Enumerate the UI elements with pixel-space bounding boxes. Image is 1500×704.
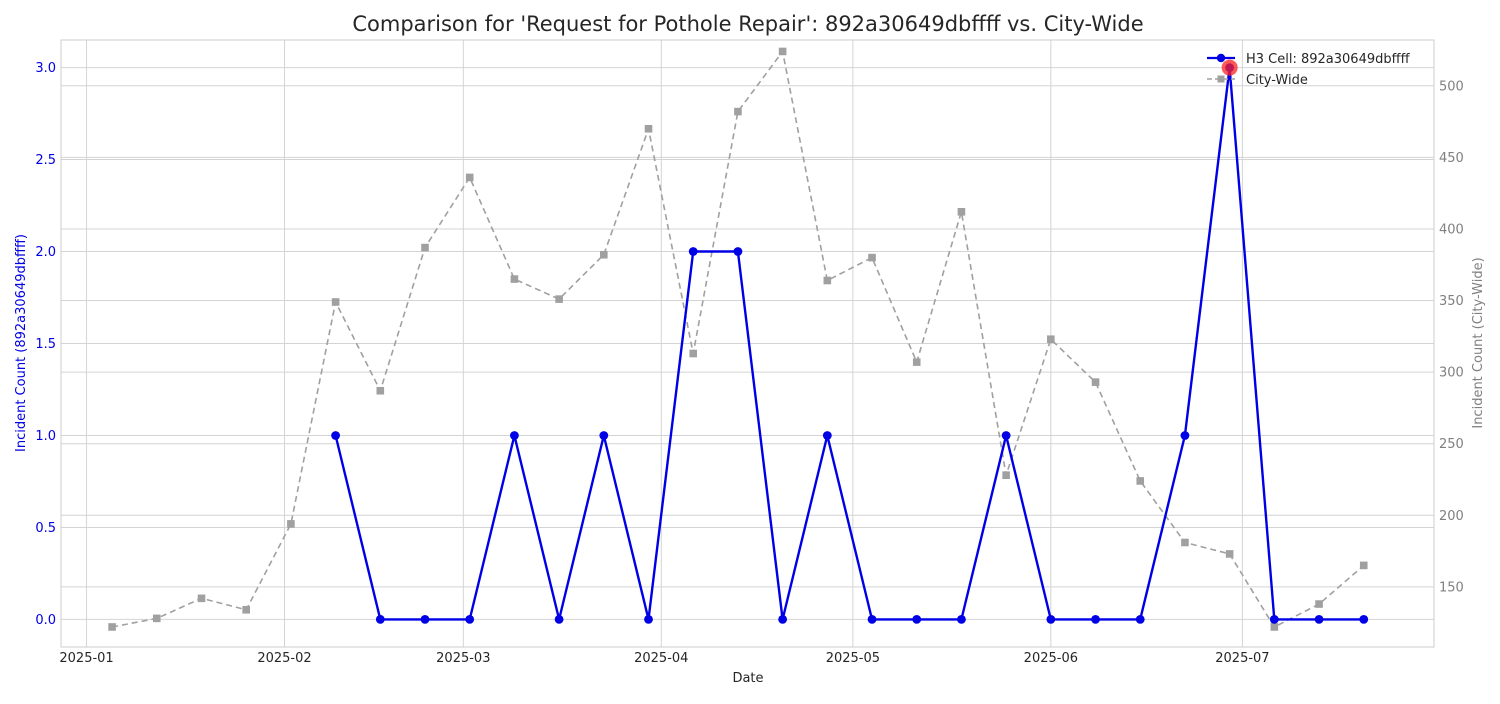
point-city-wide (1270, 623, 1279, 631)
point-city-wide (242, 605, 250, 614)
point-h3-cell (510, 431, 519, 440)
point-h3-cell (822, 431, 832, 440)
peak-highlight (1221, 59, 1238, 76)
x-tick-label: 2025-06 (1024, 651, 1078, 666)
line-h3-cell (334, 66, 1364, 621)
point-city-wide (1091, 378, 1100, 386)
left-tick-label: 2.0 (35, 245, 56, 260)
point-h3-cell (733, 247, 743, 256)
highlight-layer (1221, 59, 1238, 76)
point-h3-cell (912, 615, 922, 624)
left-tick-label: 0.5 (35, 521, 56, 536)
point-h3-cell (599, 431, 609, 440)
point-city-wide (1002, 471, 1010, 480)
right-axis-label: Incident Count (City-Wide) (1471, 257, 1486, 428)
right-tick-label: 150 (1439, 580, 1464, 595)
point-city-wide (465, 173, 474, 182)
x-tick-label: 2025-04 (634, 651, 688, 666)
point-h3-cell (644, 615, 653, 624)
x-tick-label: 2025-05 (826, 651, 880, 666)
point-h3-cell (1091, 615, 1100, 624)
line-city-wide (111, 49, 1365, 629)
legend: H3 Cell: 892a30649dbffff City-Wide (1207, 52, 1411, 88)
left-tick-label: 2.5 (35, 153, 56, 168)
point-city-wide (555, 295, 563, 303)
point-h3-cell (1314, 615, 1324, 624)
point-h3-cell (1180, 431, 1190, 440)
point-city-wide (957, 207, 966, 216)
point-city-wide (1047, 335, 1055, 344)
left-tick-label: 1.5 (35, 337, 56, 352)
point-h3-cell (688, 247, 698, 256)
point-city-wide (287, 520, 295, 528)
point-city-wide (1225, 550, 1234, 558)
x-axis-label: Date (732, 671, 763, 686)
point-city-wide (689, 349, 698, 358)
legend-label-h3-cell: H3 Cell: 892a30649dbffff (1246, 52, 1411, 67)
point-city-wide (1359, 561, 1368, 570)
left-tick-label: 3.0 (35, 61, 56, 76)
right-tick-label: 500 (1439, 79, 1464, 94)
left-tick-label: 0.0 (35, 613, 56, 628)
x-tick-label: 2025-01 (59, 651, 113, 666)
left-tick-label: 1.0 (35, 429, 56, 444)
right-tick-label: 450 (1439, 151, 1464, 166)
point-city-wide (1136, 477, 1145, 485)
point-h3-cell (867, 615, 877, 624)
right-axis-ticks: 150 200 250 300 350 400 450 500 (1439, 79, 1464, 595)
point-city-wide (331, 298, 340, 306)
point-city-wide (510, 275, 519, 283)
point-city-wide (912, 358, 921, 366)
right-tick-label: 400 (1439, 222, 1464, 237)
point-h3-cell (554, 615, 564, 624)
plot-frame (60, 39, 1435, 648)
point-h3-cell (1135, 615, 1145, 624)
point-h3-cell (957, 615, 966, 624)
point-h3-cell (1269, 615, 1279, 624)
right-tick-label: 350 (1439, 294, 1464, 309)
chart-title: Comparison for 'Request for Pothole Repa… (352, 12, 1143, 36)
legend-marker-h3-cell (1216, 53, 1226, 63)
point-city-wide (1181, 538, 1189, 547)
point-city-wide (197, 594, 206, 603)
right-tick-label: 250 (1439, 437, 1464, 452)
series-h3-cell (331, 63, 1369, 624)
series-city-wide (108, 47, 1368, 631)
point-h3-cell (1046, 615, 1056, 624)
point-city-wide (108, 623, 116, 631)
point-city-wide (421, 243, 429, 252)
point-city-wide (152, 614, 161, 623)
point-h3-cell (375, 615, 385, 624)
x-axis-ticks: 2025-01 2025-02 2025-03 2025-04 2025-05 2025-… (59, 651, 1269, 666)
point-city-wide (376, 386, 385, 395)
x-tick-label: 2025-07 (1215, 651, 1269, 666)
point-city-wide (1315, 600, 1323, 608)
x-tick-label: 2025-03 (436, 651, 490, 666)
left-axis-label: Incident Count (892a30649dbffff) (14, 234, 29, 452)
point-h3-cell (1359, 615, 1369, 624)
point-h3-cell (778, 615, 788, 624)
point-h3-cell (331, 431, 340, 440)
point-h3-cell (420, 615, 430, 624)
point-h3-cell (465, 615, 475, 624)
right-tick-label: 200 (1439, 509, 1464, 524)
x-tick-label: 2025-02 (257, 651, 311, 666)
point-city-wide (778, 47, 787, 56)
legend-marker-city-wide (1217, 75, 1225, 83)
point-city-wide (868, 253, 876, 262)
point-city-wide (734, 107, 742, 116)
point-city-wide (600, 250, 608, 259)
right-tick-label: 300 (1439, 366, 1464, 381)
point-city-wide (644, 124, 653, 133)
point-city-wide (823, 276, 832, 285)
legend-label-city-wide: City-Wide (1246, 73, 1308, 88)
left-axis-ticks: 0.0 0.5 1.0 1.5 2.0 2.5 3.0 (35, 61, 56, 628)
point-h3-cell (1001, 431, 1011, 440)
